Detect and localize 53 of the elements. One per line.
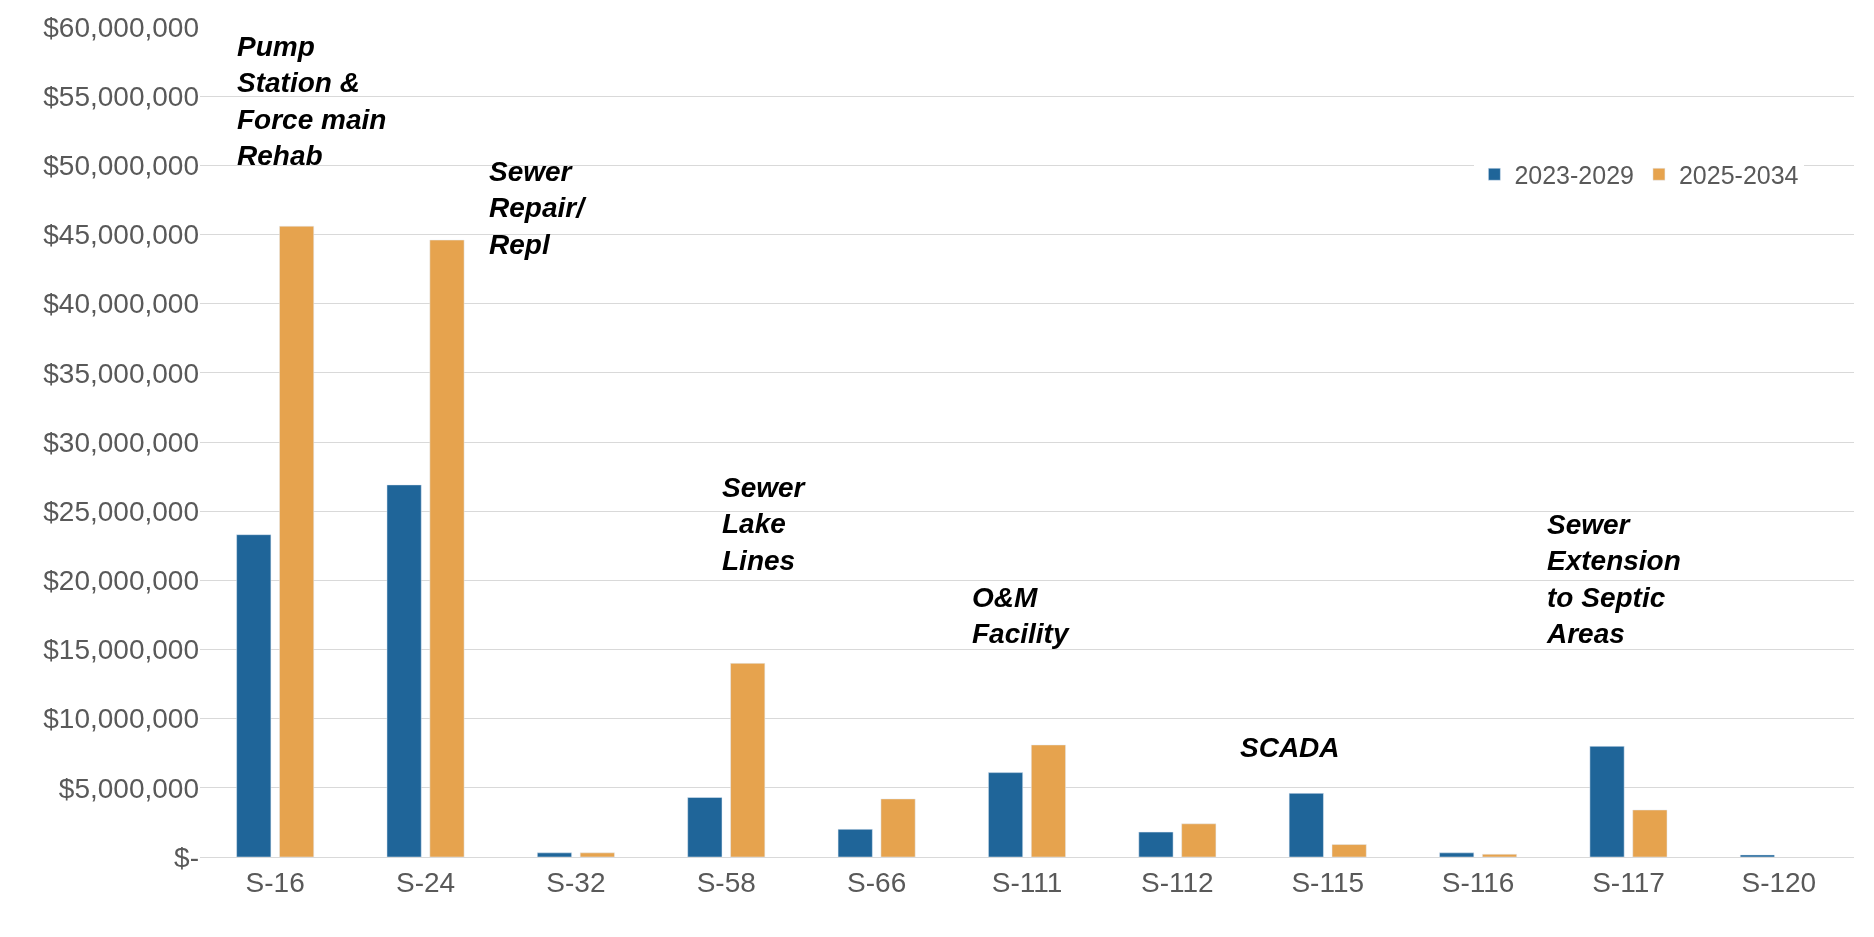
bar [1138,831,1174,857]
bar [1331,844,1367,857]
bar [537,852,572,857]
x-tick-label: S-117 [1592,866,1665,898]
annotation: Sewer Lake Lines [722,472,807,576]
annotation: SCADA [1240,732,1340,763]
x-tick-label: S-32 [546,866,606,898]
bar [279,225,314,857]
annotation: Sewer Extension to Septic Areas [1546,509,1681,650]
y-tick-label: $25,000,000 [43,495,199,527]
annotation: Pump Station & Force main Rehab [237,31,387,172]
x-tick-label: S-115 [1291,866,1365,898]
bar [880,798,916,857]
x-tick-label: S-112 [1141,866,1214,898]
y-tick-label: $20,000,000 [43,565,199,597]
y-tick-label: $15,000,000 [43,634,199,666]
x-tick-label: S-66 [847,866,907,898]
y-tick-label: $5,000,000 [58,772,199,804]
bar [730,663,766,857]
legend-label: 2023-2029 [1514,161,1634,189]
x-tick-label: S-24 [395,866,456,898]
bar [579,852,615,857]
bar [988,772,1023,857]
bar [837,829,873,857]
bar [1589,746,1625,857]
x-tick-label: S-58 [696,866,756,898]
bar [1181,823,1217,857]
bar [1288,793,1324,857]
bar [1740,854,1775,857]
y-tick-label: $45,000,000 [43,219,199,251]
y-tick-label: $40,000,000 [43,288,199,320]
annotation: O&M Facility [972,582,1070,650]
y-tick-label: $10,000,000 [43,703,199,735]
bar [687,797,723,857]
bar [1632,809,1668,857]
legend-label: 2025-2034 [1678,161,1799,189]
bar [429,239,465,857]
y-tick-label: $30,000,000 [43,426,199,458]
y-tick-label: $35,000,000 [43,357,199,389]
y-tick-label: $- [174,841,199,873]
bar [236,534,272,857]
bar [1482,853,1517,857]
y-tick-label: $55,000,000 [43,80,199,112]
bar [1439,852,1475,857]
x-tick-label: S-16 [245,866,305,898]
y-tick-label: $60,000,000 [43,11,199,43]
y-tick-label: $50,000,000 [43,150,199,182]
x-tick-label: S-116 [1441,866,1515,898]
bar [1031,744,1066,857]
x-tick-label: S-120 [1741,866,1817,898]
annotation: Sewer Repair/ Repl [489,156,588,260]
x-tick-label: S-111 [991,866,1063,898]
bar [386,484,422,857]
